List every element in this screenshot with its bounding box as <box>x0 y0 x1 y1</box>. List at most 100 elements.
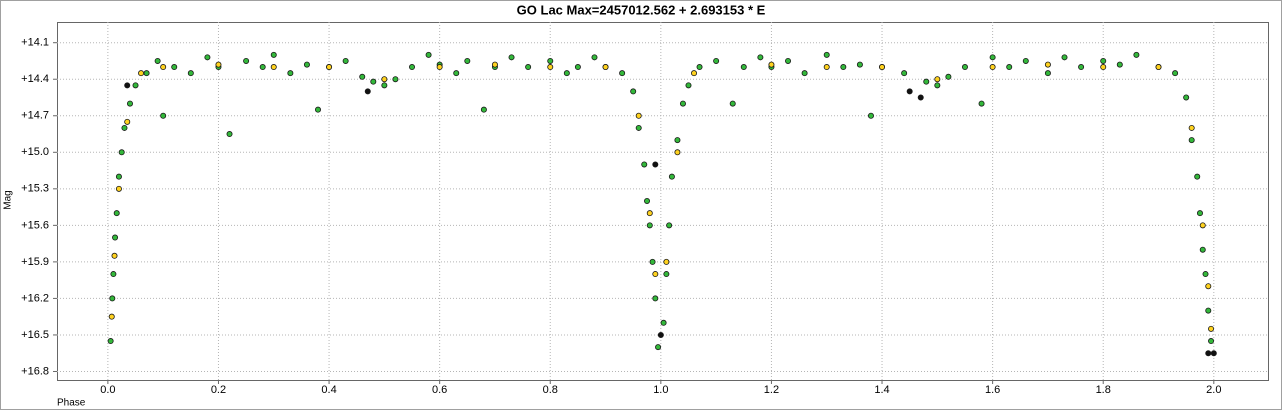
data-point <box>132 82 139 89</box>
data-point <box>630 88 637 95</box>
data-point <box>381 82 388 89</box>
data-point <box>303 61 310 68</box>
y-tick-label: +14.7 <box>21 110 49 122</box>
data-point <box>525 64 532 71</box>
data-point <box>917 94 924 101</box>
data-point <box>652 161 659 168</box>
data-point <box>1196 210 1203 217</box>
data-point <box>1199 222 1206 229</box>
x-tick-label: 1.8 <box>1096 384 1111 396</box>
data-point <box>1205 283 1212 290</box>
data-point <box>923 78 930 85</box>
data-point <box>934 76 941 83</box>
data-point <box>591 54 598 61</box>
data-point <box>989 54 996 61</box>
data-point <box>961 64 968 71</box>
data-point <box>1116 61 1123 68</box>
y-tick-label: +15.3 <box>21 183 49 195</box>
data-point <box>118 149 125 156</box>
x-tick-label: 0.6 <box>432 384 447 396</box>
data-point <box>660 319 667 326</box>
data-point <box>906 88 913 95</box>
data-point <box>649 258 656 265</box>
y-tick-label: +16.8 <box>21 365 49 377</box>
data-point <box>646 222 653 229</box>
data-point <box>126 100 133 107</box>
data-point <box>757 54 764 61</box>
data-point <box>109 295 116 302</box>
data-point <box>1022 57 1029 64</box>
data-point <box>171 64 178 71</box>
x-tick-label: 2.0 <box>1206 384 1221 396</box>
data-point <box>381 76 388 83</box>
data-point <box>160 64 167 71</box>
data-point <box>1044 61 1051 68</box>
data-point <box>1194 173 1201 180</box>
data-point <box>270 51 277 58</box>
y-tick-label: +16.2 <box>21 292 49 304</box>
data-point <box>685 82 692 89</box>
plot-area <box>57 22 1269 381</box>
data-point <box>108 313 115 320</box>
data-point <box>342 57 349 64</box>
data-point <box>674 137 681 144</box>
data-point <box>652 271 659 278</box>
data-point <box>729 100 736 107</box>
data-point <box>1199 246 1206 253</box>
data-point <box>491 61 498 68</box>
data-point <box>840 64 847 71</box>
data-point <box>644 197 651 204</box>
y-tick-label: +14.1 <box>21 37 49 49</box>
data-point <box>801 70 808 77</box>
data-point <box>226 131 233 138</box>
data-point <box>823 64 830 71</box>
data-point <box>635 112 642 119</box>
data-point <box>641 161 648 168</box>
data-point <box>768 61 775 68</box>
data-point <box>674 149 681 156</box>
data-point <box>655 344 662 351</box>
data-point <box>713 57 720 64</box>
data-point <box>315 106 322 113</box>
data-point <box>652 295 659 302</box>
data-point <box>124 82 131 89</box>
x-axis-label: Phase <box>57 398 86 409</box>
data-point <box>1133 51 1140 58</box>
data-point <box>143 70 150 77</box>
data-point <box>243 57 250 64</box>
data-point <box>464 57 471 64</box>
data-point <box>259 64 266 71</box>
data-point <box>1100 64 1107 71</box>
data-point <box>204 54 211 61</box>
data-point <box>989 64 996 71</box>
data-point <box>1208 325 1215 332</box>
data-point <box>1155 64 1162 71</box>
x-tick-label: 1.0 <box>653 384 668 396</box>
data-point <box>364 88 371 95</box>
y-axis-label: Mag <box>3 190 14 209</box>
x-tick-label: 0.2 <box>211 384 226 396</box>
x-tick-label: 0.4 <box>321 384 336 396</box>
data-point <box>679 100 686 107</box>
x-tick-label: 1.2 <box>764 384 779 396</box>
y-tick-label: +15.0 <box>21 146 49 158</box>
data-point <box>1210 350 1217 357</box>
data-point <box>934 82 941 89</box>
data-point <box>785 57 792 64</box>
data-point <box>823 51 830 58</box>
x-tick-label: 1.6 <box>985 384 1000 396</box>
data-point <box>113 210 120 217</box>
y-tick-label: +15.6 <box>21 219 49 231</box>
data-point <box>547 57 554 64</box>
data-point <box>370 78 377 85</box>
data-point <box>1188 124 1195 131</box>
data-point <box>879 64 886 71</box>
data-point <box>480 106 487 113</box>
data-point <box>1188 137 1195 144</box>
data-point <box>663 271 670 278</box>
y-tick-label: +14.4 <box>21 73 49 85</box>
data-point <box>425 51 432 58</box>
x-tick-label: 0.8 <box>543 384 558 396</box>
data-point <box>124 118 131 125</box>
data-point <box>409 64 416 71</box>
